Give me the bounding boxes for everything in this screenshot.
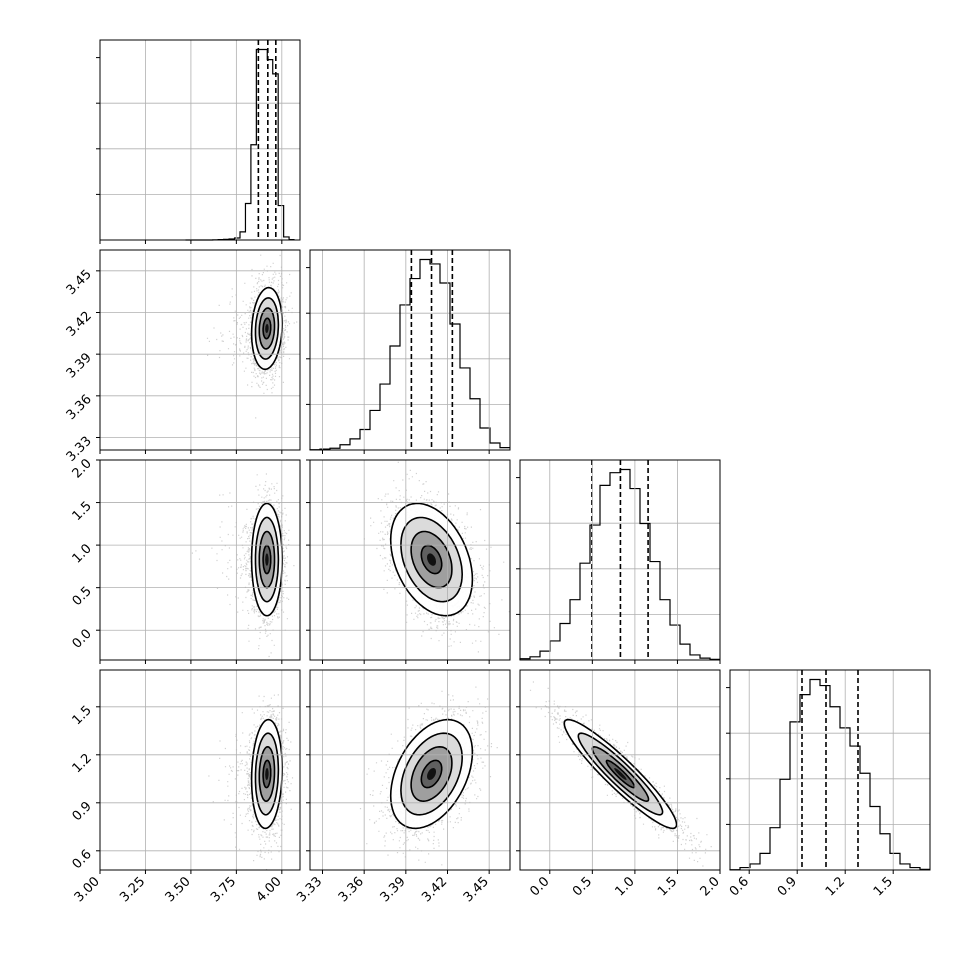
x-tick-label: 0.0 — [527, 874, 552, 899]
x-tick-label: 3.00 — [72, 874, 103, 905]
panel-v1-v2-grid — [306, 459, 510, 664]
panel-v0-v2-frame — [99, 459, 301, 661]
density-peak — [265, 324, 269, 333]
histogram-v3-frame — [729, 669, 931, 871]
y-tick-label: 0.6 — [70, 847, 95, 872]
panel-v1-v2-density — [363, 461, 510, 653]
x-tick-label: 3.33 — [294, 874, 325, 905]
x-tick-label: 4.00 — [254, 874, 285, 905]
histogram-v2-frame — [519, 459, 721, 661]
density-peak — [265, 553, 269, 566]
panel-v0-v3-density — [208, 694, 294, 870]
panel-v1-v3 — [359, 686, 498, 866]
x-tick-label: 3.42 — [419, 874, 450, 905]
y-tick-label: 1.2 — [70, 751, 95, 776]
density-peak — [427, 768, 436, 780]
histogram-v1-grid — [322, 250, 490, 454]
histogram-v1-frame — [309, 249, 511, 451]
x-tick-label: 2.0 — [698, 874, 723, 899]
x-tick-label: 3.75 — [208, 874, 239, 905]
panel-v2-v3 — [529, 681, 712, 867]
x-tick-label: 1.0 — [612, 874, 637, 899]
x-tick-label: 3.39 — [378, 874, 409, 905]
panel-v0-v1-frame — [99, 249, 301, 451]
density-peak — [265, 768, 269, 780]
panel-v2-v3-density — [529, 681, 712, 867]
y-tick-label: 1.5 — [70, 499, 95, 524]
x-tick-label: 3.36 — [336, 874, 367, 905]
x-tick-label: 3.45 — [461, 874, 492, 905]
histogram-step — [309, 258, 510, 451]
y-tick-label: 0.5 — [70, 584, 95, 609]
y-tick-label: 3.45 — [64, 267, 95, 298]
panel-v1-v2 — [363, 461, 510, 653]
y-tick-label: 3.39 — [64, 350, 95, 381]
panel-v1-v3-frame — [309, 669, 511, 871]
histogram-step — [729, 678, 930, 871]
panel-v1-v3-density — [359, 686, 498, 866]
panel-v0-v1-density — [206, 254, 298, 419]
y-tick-label: 3.36 — [64, 392, 95, 423]
panel-v0-v2-density — [191, 473, 295, 658]
histogram-v0-grid — [99, 40, 283, 244]
histogram-v3 — [726, 670, 930, 871]
x-tick-label: 1.2 — [823, 874, 848, 899]
y-tick-label: 0.9 — [70, 799, 95, 824]
panel-v2-v3-frame — [519, 669, 721, 871]
y-tick-label: 1.0 — [70, 541, 95, 566]
x-tick-label: 3.50 — [163, 874, 194, 905]
x-tick-label: 0.6 — [727, 874, 752, 899]
histogram-v0 — [96, 40, 300, 241]
panel-v0-v2 — [191, 473, 295, 658]
panel-v0-v3-frame — [99, 669, 301, 871]
x-tick-label: 0.5 — [570, 874, 595, 899]
panel-v0-v1 — [206, 254, 298, 419]
density-peak — [427, 553, 436, 566]
panel-v1-v2-frame — [309, 459, 511, 661]
y-tick-label: 3.42 — [64, 309, 95, 340]
x-tick-label: 3.25 — [117, 874, 148, 905]
y-tick-label: 1.5 — [70, 703, 95, 728]
x-tick-label: 1.5 — [655, 874, 680, 899]
histogram-v1 — [306, 250, 510, 451]
histogram-v2-grid — [549, 460, 721, 664]
histogram-v2 — [516, 460, 720, 660]
x-tick-label: 1.5 — [871, 874, 896, 899]
density-peak — [614, 768, 627, 780]
x-tick-label: 0.9 — [775, 874, 800, 899]
histogram-v3-grid: 0.6 0.9 1.2 1.5 — [727, 670, 896, 899]
histogram-step — [185, 48, 295, 241]
y-tick-label: 0.0 — [70, 626, 95, 651]
panel-v0-v3 — [208, 694, 294, 870]
histogram-v0-frame — [99, 39, 301, 241]
